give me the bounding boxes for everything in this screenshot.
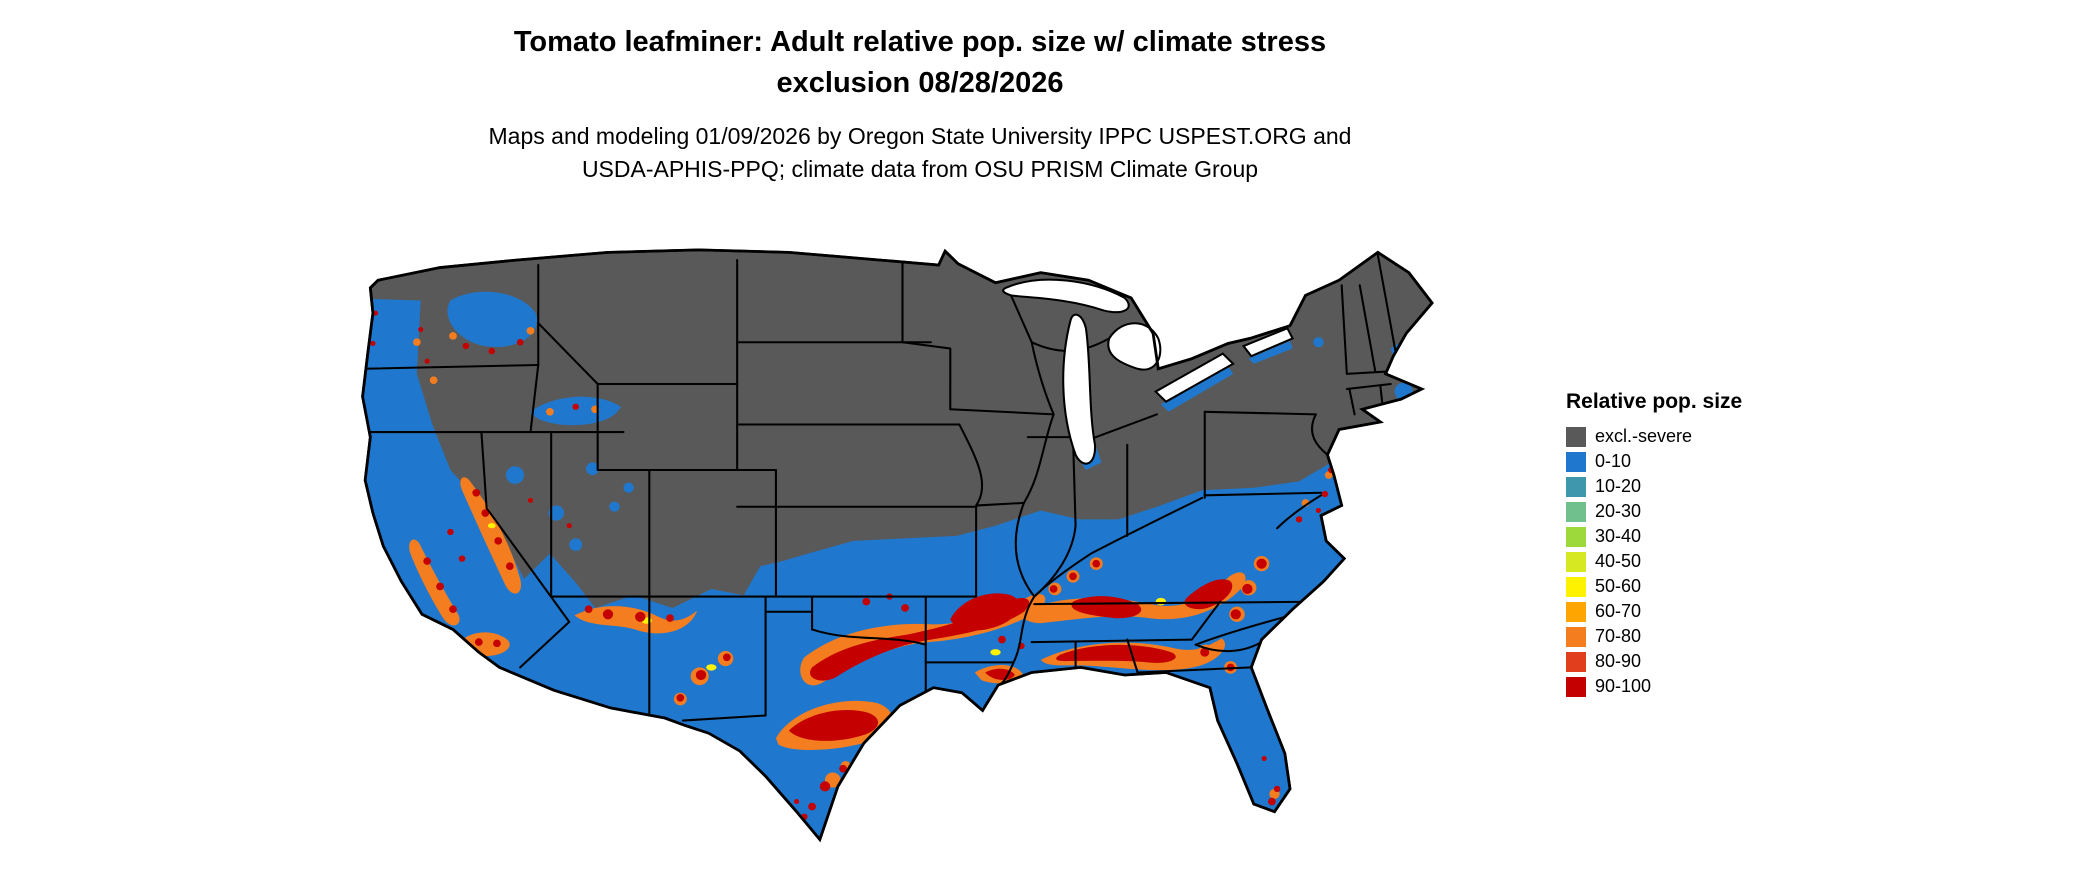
legend-item: 50-60 xyxy=(1566,574,1742,599)
map-subtitle: Maps and modeling 01/09/2026 by Oregon S… xyxy=(170,120,1670,187)
legend-item: 80-90 xyxy=(1566,649,1742,674)
legend-item: 70-80 xyxy=(1566,624,1742,649)
legend-label: 70-80 xyxy=(1595,626,1642,646)
legend-label: 40-50 xyxy=(1595,551,1642,571)
legend-item: 40-50 xyxy=(1566,549,1742,574)
legend-label: 10-20 xyxy=(1595,476,1642,496)
legend-color-swatch xyxy=(1566,551,1586,572)
high-population-areas xyxy=(370,310,1335,820)
legend-color-swatch xyxy=(1566,426,1586,447)
us-map-svg xyxy=(361,248,1434,843)
legend-title: Relative pop. size xyxy=(1566,390,1743,413)
legend-item: 20-30 xyxy=(1566,499,1742,524)
legend-item: 30-40 xyxy=(1566,524,1742,549)
legend-color-swatch xyxy=(1566,651,1586,672)
legend-label: 60-70 xyxy=(1595,601,1642,621)
map-subtitle-line1: Maps and modeling 01/09/2026 by Oregon S… xyxy=(488,123,1352,149)
map-title-line2: exclusion 08/28/2026 xyxy=(776,67,1064,100)
legend-color-swatch xyxy=(1566,676,1586,697)
legend: Relative pop. size excl.-severe 0-10 10-… xyxy=(1566,390,1742,699)
legend-label: excl.-severe xyxy=(1595,426,1693,446)
legend-label: 0-10 xyxy=(1595,451,1632,471)
legend-color-swatch xyxy=(1566,451,1586,472)
lake-superior xyxy=(1002,278,1130,314)
map-subtitle-line2: USDA-APHIS-PPQ; climate data from OSU PR… xyxy=(581,156,1259,183)
map-title: Tomato leafminer: Adult relative pop. si… xyxy=(170,22,1670,104)
legend-label: 80-90 xyxy=(1595,651,1642,671)
legend-item: 90-100 xyxy=(1566,674,1742,699)
legend-color-swatch xyxy=(1566,601,1586,622)
legend-label: 50-60 xyxy=(1595,576,1642,596)
us-climate-map xyxy=(298,222,1538,880)
legend-color-swatch xyxy=(1566,476,1586,497)
legend-label: 20-30 xyxy=(1595,501,1642,521)
legend-color-swatch xyxy=(1566,526,1586,547)
lake-erie xyxy=(1153,352,1235,403)
legend-item: 0-10 xyxy=(1566,449,1742,474)
legend-label: 30-40 xyxy=(1595,526,1642,546)
lake-michigan xyxy=(1062,313,1096,465)
map-title-line1: Tomato leafminer: Adult relative pop. si… xyxy=(513,26,1327,58)
legend-label: 90-100 xyxy=(1595,676,1652,696)
legend-item: excl.-severe xyxy=(1566,424,1742,449)
legend-color-swatch xyxy=(1566,576,1586,597)
legend-color-swatch xyxy=(1566,626,1586,647)
national-outline xyxy=(361,248,1434,843)
legend-item: 10-20 xyxy=(1566,474,1742,499)
great-lakes xyxy=(1002,278,1294,465)
legend-item: 60-70 xyxy=(1566,599,1742,624)
legend-color-swatch xyxy=(1566,501,1586,522)
lake-ontario xyxy=(1241,326,1294,358)
state-borders xyxy=(362,253,1397,722)
